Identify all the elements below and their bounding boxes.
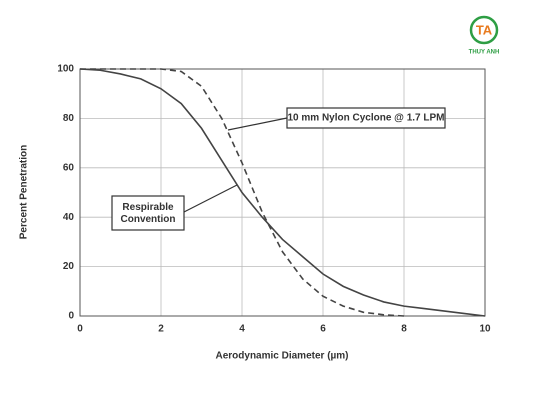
callout-box xyxy=(286,107,446,129)
x-tick-label: 2 xyxy=(158,324,164,335)
y-tick-label: 20 xyxy=(63,261,75,272)
legend-label: 10 mm Nylon Cyclone @ 1.7 LPM xyxy=(287,113,444,124)
legend-label: Respirable Convention xyxy=(121,202,176,225)
x-tick-label: 8 xyxy=(401,324,407,335)
series-line xyxy=(79,68,486,317)
y-tick-label: 80 xyxy=(63,113,75,124)
x-tick-label: 4 xyxy=(239,324,245,335)
x-tick-label: 10 xyxy=(479,324,491,335)
y-tick-label: 40 xyxy=(63,212,75,223)
y-tick-label: 100 xyxy=(57,64,74,75)
logo-name: THUY ANH xyxy=(469,50,500,56)
x-axis-label: Aerodynamic Diameter (µm) xyxy=(215,351,348,362)
series-line xyxy=(80,68,405,317)
y-axis-label: Percent Penetration xyxy=(19,145,30,239)
y-tick-label: 0 xyxy=(68,311,74,322)
x-tick-label: 6 xyxy=(320,324,326,335)
x-tick-label: 0 xyxy=(77,324,83,335)
callout-leader xyxy=(183,184,238,213)
callout-box xyxy=(111,195,185,231)
plot-frame xyxy=(79,68,486,317)
callout-leader xyxy=(227,117,288,131)
logo-mark: TA xyxy=(476,22,493,37)
logo-ring xyxy=(469,15,499,45)
y-tick-label: 60 xyxy=(63,162,75,173)
